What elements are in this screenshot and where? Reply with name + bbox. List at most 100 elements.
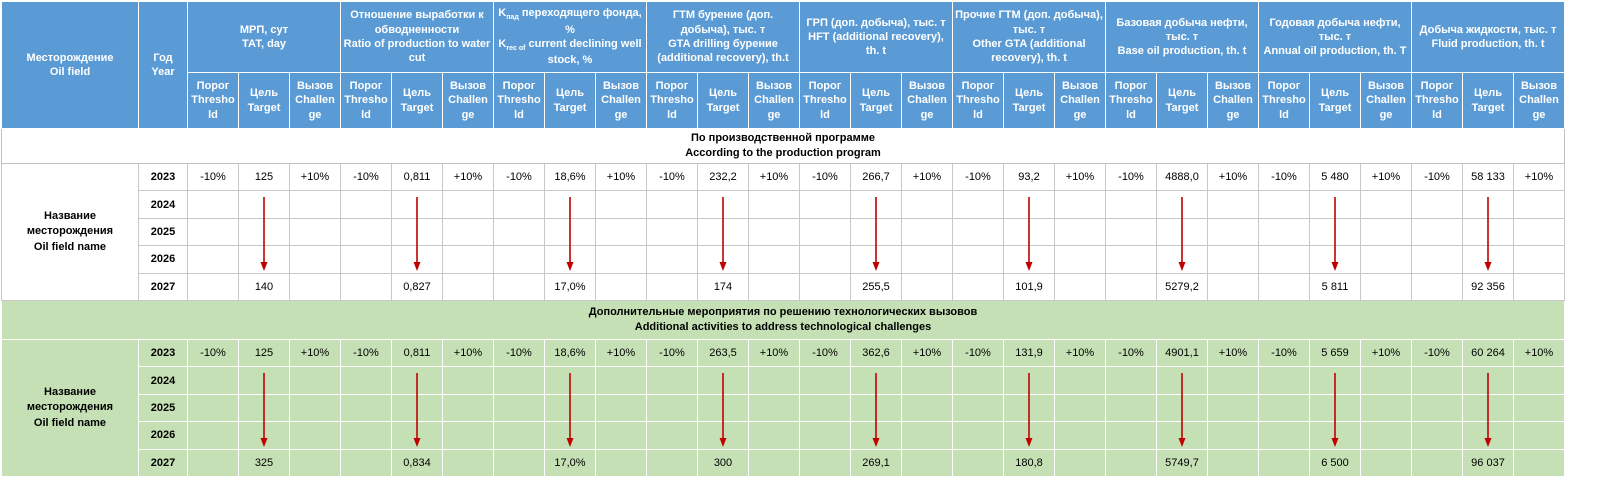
- threshold-cell: [799, 366, 851, 395]
- challenge-cell: +10%: [1360, 338, 1412, 368]
- threshold-cell: [952, 272, 1004, 301]
- header-group-8: Добыча жидкости, тыс. т Fluid production…: [1411, 1, 1565, 73]
- subheader-threshold: Порог Thresho ld: [1258, 72, 1310, 129]
- arrow-down-icon: [719, 197, 727, 272]
- threshold-cell: [799, 217, 851, 247]
- challenge-cell: +10%: [1207, 162, 1259, 192]
- challenge-cell: +10%: [901, 162, 953, 192]
- threshold-cell: [646, 366, 698, 395]
- table-row: 2027 140 0,827 17,0% 174 255,5 101,9 5279,2 5 81…: [2, 272, 1565, 301]
- table-row: 2027 325 0,834 17,0% 300 269,1 180,8 5749,7 6 50…: [2, 448, 1565, 477]
- header-group-text: Базовая добыча нефти, тыс. т Base oil pr…: [1116, 16, 1248, 58]
- threshold-cell: -10%: [799, 162, 851, 192]
- challenge-cell: [289, 393, 341, 423]
- challenge-cell: [1360, 448, 1412, 477]
- target-cell: [1003, 190, 1055, 272]
- section-title: Дополнительные мероприятия по решению те…: [1, 299, 1565, 340]
- threshold-cell: [493, 393, 545, 423]
- threshold-cell: [799, 393, 851, 423]
- challenge-cell: [748, 448, 800, 477]
- threshold-cell: -10%: [1411, 162, 1463, 192]
- target-cell: 96 037: [1462, 448, 1514, 477]
- challenge-cell: [1207, 217, 1259, 247]
- subheader-threshold: Порог Thresho ld: [493, 72, 545, 129]
- target-cell: 4901,1: [1156, 338, 1208, 368]
- subheader-challenge: Вызов Challen ge: [1513, 72, 1565, 129]
- target-cell: [850, 190, 902, 272]
- target-cell: 5 480: [1309, 162, 1361, 192]
- header-group-2: Kпад переходящего фонда, % Krec of curren…: [493, 1, 647, 73]
- challenge-cell: [442, 421, 494, 450]
- header-group-3: ГТМ бурение (доп. добыча), тыс. т GTA dr…: [646, 1, 800, 73]
- header-group-text: Kпад переходящего фонда, % Krec of curren…: [498, 7, 642, 67]
- year-cell: 2027: [138, 448, 188, 477]
- arrow-down-icon: [1331, 197, 1339, 272]
- challenge-cell: [442, 245, 494, 274]
- table-row: Название месторождения Oil field name 202…: [1, 162, 1565, 301]
- subheader-threshold: Порог Thresho ld: [1105, 72, 1157, 129]
- threshold-cell: -10%: [1105, 338, 1157, 368]
- threshold-cell: [799, 421, 851, 450]
- target-cell: 60 264: [1462, 338, 1514, 368]
- challenge-cell: [1513, 217, 1565, 247]
- year-cell: 2026: [138, 245, 188, 274]
- threshold-cell: [493, 217, 545, 247]
- challenge-cell: [1207, 190, 1259, 219]
- threshold-cell: [187, 366, 239, 395]
- threshold-cell: [646, 217, 698, 247]
- oil-field-name: Название месторождения Oil field name: [1, 163, 139, 301]
- challenge-cell: [1054, 217, 1106, 247]
- threshold-cell: [1105, 421, 1157, 450]
- challenge-cell: [442, 393, 494, 423]
- target-cell: 6 500: [1309, 448, 1361, 477]
- challenge-cell: [1360, 366, 1412, 395]
- challenge-cell: [289, 272, 341, 301]
- target-cell: 140: [238, 272, 290, 301]
- target-cell: 0,834: [391, 448, 443, 477]
- challenge-cell: [289, 245, 341, 274]
- target-cell: 5 811: [1309, 272, 1361, 301]
- subheader-threshold: Порог Thresho ld: [187, 72, 239, 129]
- target-cell: 266,7: [850, 162, 902, 192]
- challenge-cell: [901, 421, 953, 450]
- target-cell: [697, 190, 749, 272]
- target-cell: 362,6: [850, 338, 902, 368]
- challenge-cell: [1360, 190, 1412, 219]
- threshold-cell: [952, 217, 1004, 247]
- arrow-down-icon: [719, 373, 727, 448]
- challenge-cell: [748, 245, 800, 274]
- subheader-challenge: Вызов Challen ge: [901, 72, 953, 129]
- threshold-cell: [952, 448, 1004, 477]
- challenge-cell: [595, 448, 647, 477]
- challenge-cell: +10%: [1054, 338, 1106, 368]
- threshold-cell: [952, 393, 1004, 423]
- challenge-cell: [748, 190, 800, 219]
- header-group-7: Годовая добыча нефти, тыс. т Annual oil …: [1258, 1, 1412, 73]
- subheader-challenge: Вызов Challen ge: [595, 72, 647, 129]
- threshold-cell: [340, 245, 392, 274]
- challenge-cell: [1054, 448, 1106, 477]
- challenge-cell: [595, 393, 647, 423]
- target-cell: 180,8: [1003, 448, 1055, 477]
- challenge-cell: +10%: [1360, 162, 1412, 192]
- target-cell: 17,0%: [544, 448, 596, 477]
- header-group-text: ГРП (доп. добыча), тыс. т HFT (additiona…: [806, 16, 946, 58]
- challenge-cell: [442, 190, 494, 219]
- subheader-challenge: Вызов Challen ge: [748, 72, 800, 129]
- threshold-cell: [493, 421, 545, 450]
- target-cell: 58 133: [1462, 162, 1514, 192]
- header-group-text: МРП, сут ТАТ, day: [239, 23, 289, 50]
- threshold-cell: [799, 245, 851, 274]
- target-cell: 17,0%: [544, 272, 596, 301]
- challenge-cell: [442, 272, 494, 301]
- challenge-cell: +10%: [1513, 338, 1565, 368]
- target-cell: 93,2: [1003, 162, 1055, 192]
- challenge-cell: [595, 245, 647, 274]
- production-targets-table: Месторождение Oil field Год Year МРП, су…: [1, 1, 1565, 477]
- challenge-cell: +10%: [595, 338, 647, 368]
- target-cell: [544, 190, 596, 272]
- header-group-text: Годовая добыча нефти, тыс. т Annual oil …: [1263, 16, 1407, 58]
- threshold-cell: -10%: [1258, 338, 1310, 368]
- threshold-cell: -10%: [340, 162, 392, 192]
- challenge-cell: [1513, 272, 1565, 301]
